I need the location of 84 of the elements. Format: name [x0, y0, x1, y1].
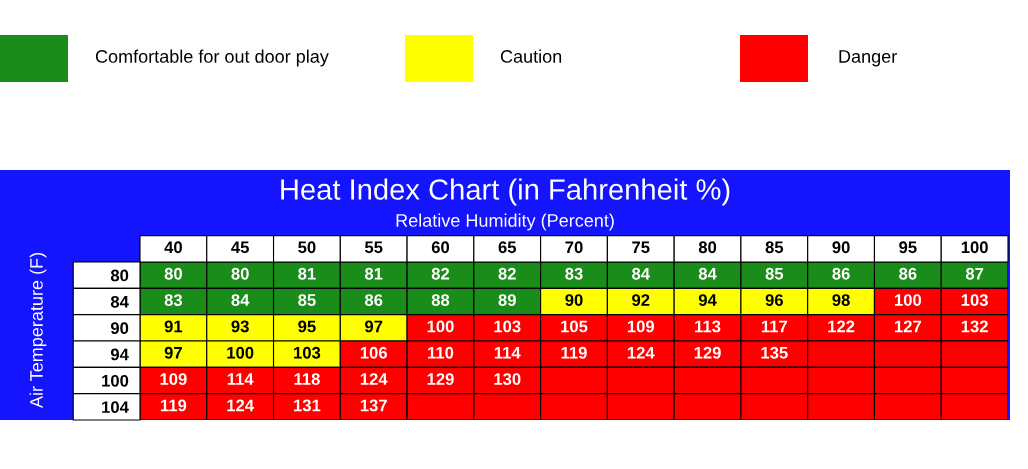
data-label: 85: [765, 267, 784, 280]
data-label: 84: [632, 267, 650, 280]
data-label: 81: [364, 267, 383, 280]
data-label: 97: [365, 320, 383, 333]
x-tick-label: 70: [565, 241, 583, 254]
data-label: 131: [294, 399, 321, 412]
data-label: 109: [160, 373, 187, 385]
data-label: 109: [627, 320, 655, 333]
data-label: 127: [894, 320, 922, 333]
data-label: 105: [561, 320, 588, 333]
data-label: 90: [565, 294, 583, 306]
y-axis-title: Air Temperature (F): [29, 253, 47, 409]
data-label: 100: [894, 294, 922, 306]
data-label: 80: [231, 267, 249, 280]
y-tick-label: 94: [110, 348, 129, 361]
text: Comfortable for out door play: [95, 49, 329, 67]
data-label: 82: [431, 267, 450, 280]
data-label: 117: [761, 320, 788, 333]
data-label: 95: [298, 320, 316, 333]
data-label: 132: [961, 320, 988, 333]
x-tick-label: 65: [498, 241, 517, 254]
data-label: 122: [828, 320, 855, 333]
x-tick-label: 40: [164, 241, 182, 254]
data-label: 135: [761, 346, 788, 359]
data-label: 114: [227, 373, 254, 385]
y-tick-label: 84: [110, 295, 129, 308]
data-label: 97: [164, 346, 182, 359]
data-label: 129: [427, 373, 454, 385]
data-label: 106: [360, 346, 387, 359]
data-label: 88: [431, 294, 450, 306]
data-label: 86: [899, 267, 917, 280]
data-label: 100: [227, 346, 254, 359]
data-label: 83: [164, 294, 183, 306]
data-label: 93: [231, 320, 249, 333]
data-label: 82: [498, 267, 516, 280]
data-label: 86: [832, 267, 850, 280]
data-label: 103: [494, 320, 521, 333]
data-label: 98: [832, 294, 850, 306]
data-label: 100: [427, 320, 454, 333]
data-label: 84: [231, 294, 250, 306]
y-tick-label: 80: [110, 269, 129, 282]
x-tick-label: 100: [961, 241, 988, 254]
data-label: 84: [698, 267, 717, 280]
data-label: 96: [765, 294, 783, 306]
x-tick-label: 75: [632, 241, 650, 254]
data-label: 89: [498, 294, 516, 306]
x-tick-label: 50: [298, 241, 316, 254]
y-tick-label: 90: [110, 322, 129, 335]
y-tick-label: 100: [102, 374, 129, 387]
data-label: 103: [961, 294, 988, 306]
text: Caution: [500, 49, 562, 63]
data-label: 130: [494, 373, 521, 385]
x-tick-label: 80: [698, 241, 717, 254]
x-tick-label: 90: [832, 241, 850, 254]
data-label: 113: [695, 320, 721, 333]
data-label: 85: [298, 294, 316, 306]
x-axis-title: Relative Humidity (Percent): [396, 213, 614, 231]
data-label: 87: [965, 267, 984, 280]
data-label: 114: [494, 347, 521, 359]
data-label: 129: [694, 346, 721, 359]
data-label: 103: [294, 346, 321, 359]
data-label: 83: [565, 267, 583, 280]
data-label: 124: [360, 373, 388, 385]
data-label: 124: [627, 346, 655, 359]
x-tick-label: 55: [364, 241, 383, 254]
data-label: 137: [360, 399, 387, 412]
text: Danger: [839, 50, 897, 67]
x-tick-label: 45: [231, 241, 249, 254]
data-label: 86: [364, 294, 383, 306]
data-label: 118: [294, 373, 320, 385]
data-label: 92: [632, 294, 650, 306]
data-label: 80: [164, 267, 182, 280]
data-label: 119: [160, 399, 187, 412]
data-label: 119: [561, 346, 587, 359]
x-tick-label: 85: [765, 241, 784, 254]
chart-title: Heat Index Chart (in Fahrenheit %): [281, 178, 730, 206]
data-label: 81: [298, 267, 316, 280]
data-label: 91: [164, 320, 183, 333]
y-tick-label: 104: [102, 401, 129, 414]
data-label: 94: [698, 294, 717, 306]
data-label: 110: [428, 346, 454, 359]
x-tick-label: 95: [899, 241, 917, 254]
data-label: 124: [227, 399, 254, 412]
x-tick-label: 60: [431, 241, 450, 254]
